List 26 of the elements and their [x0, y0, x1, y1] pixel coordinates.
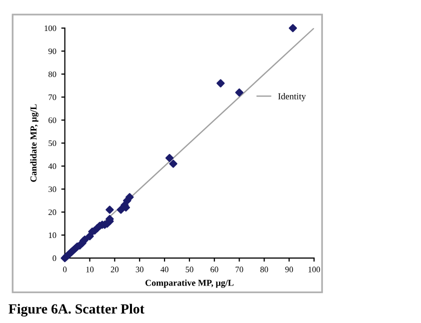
x-axis-title: Comparative MP, µg/L — [145, 280, 234, 288]
x-tick-label: 10 — [86, 266, 94, 272]
y-tick-label: 70 — [48, 94, 56, 100]
x-tick-label: 60 — [210, 266, 218, 272]
y-tick-label: 0 — [52, 255, 56, 262]
caption: Figure 6A. Scatter Plot — [8, 304, 144, 317]
y-tick-label: 30 — [48, 186, 56, 192]
x-tick-label: 0 — [63, 266, 67, 272]
x-tick-label: 20 — [110, 266, 119, 272]
x-tick-label: 40 — [160, 266, 168, 272]
x-tick-label: 80 — [260, 266, 268, 272]
y-tick-label: 90 — [48, 48, 56, 54]
x-tick-label: 90 — [285, 266, 293, 272]
x-tick-label: 30 — [136, 266, 144, 272]
y-tick-label: 80 — [48, 71, 56, 78]
y-tick-label: 50 — [48, 140, 56, 146]
legend-label: Identity — [278, 93, 306, 102]
y-tick-label: 20 — [48, 209, 56, 216]
y-tick-label: 10 — [48, 232, 56, 238]
y-tick-label: 40 — [48, 163, 56, 170]
y-tick-label: 60 — [48, 117, 56, 124]
y-axis-title: Candidate MP, µg/L — [30, 104, 38, 182]
x-tick-label: 50 — [186, 266, 194, 272]
x-tick-label: 100 — [308, 266, 320, 272]
y-tick-label: 100 — [44, 25, 56, 32]
x-tick-label: 70 — [236, 266, 244, 272]
